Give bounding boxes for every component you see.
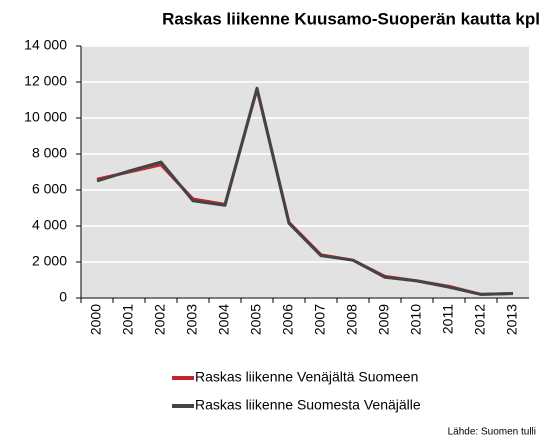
plot-area — [81, 46, 529, 298]
x-tick-label: 2011 — [440, 304, 456, 334]
x-tick-label: 2009 — [376, 304, 392, 335]
x-tick-label: 2006 — [280, 304, 296, 335]
x-tick-label: 2012 — [472, 304, 488, 335]
y-tick-label: 8 000 — [32, 145, 67, 161]
y-tick-label: 14 000 — [24, 37, 67, 53]
series-line — [96, 86, 514, 296]
x-tick-label: 2010 — [408, 304, 424, 335]
y-tick-label: 4 000 — [32, 217, 67, 233]
chart-title: Raskas liikenne Kuusamo-Suoperän kautta … — [162, 9, 540, 28]
x-tick-label: 2008 — [344, 304, 360, 335]
x-tick-label: 2003 — [184, 304, 200, 335]
x-tick-label: 2004 — [216, 304, 232, 335]
y-tick-label: 0 — [59, 289, 67, 305]
legend-label: Raskas liikenne Venäjältä Suomeen — [195, 369, 418, 385]
y-tick-label: 12 000 — [24, 73, 67, 89]
y-tick-label: 2 000 — [32, 253, 67, 269]
x-tick-label: 2000 — [88, 304, 104, 335]
x-tick-label: 2002 — [152, 304, 168, 335]
x-tick-label: 2001 — [120, 304, 136, 335]
x-tick-label: 2013 — [504, 304, 520, 335]
y-tick-label: 6 000 — [32, 181, 67, 197]
x-tick-label: 2007 — [312, 304, 328, 335]
x-tick-label: 2005 — [248, 304, 264, 335]
y-tick-label: 10 000 — [24, 109, 67, 125]
legend-label: Raskas liikenne Suomesta Venäjälle — [195, 397, 421, 413]
source: Lähde: Suomen tulli — [448, 427, 536, 438]
